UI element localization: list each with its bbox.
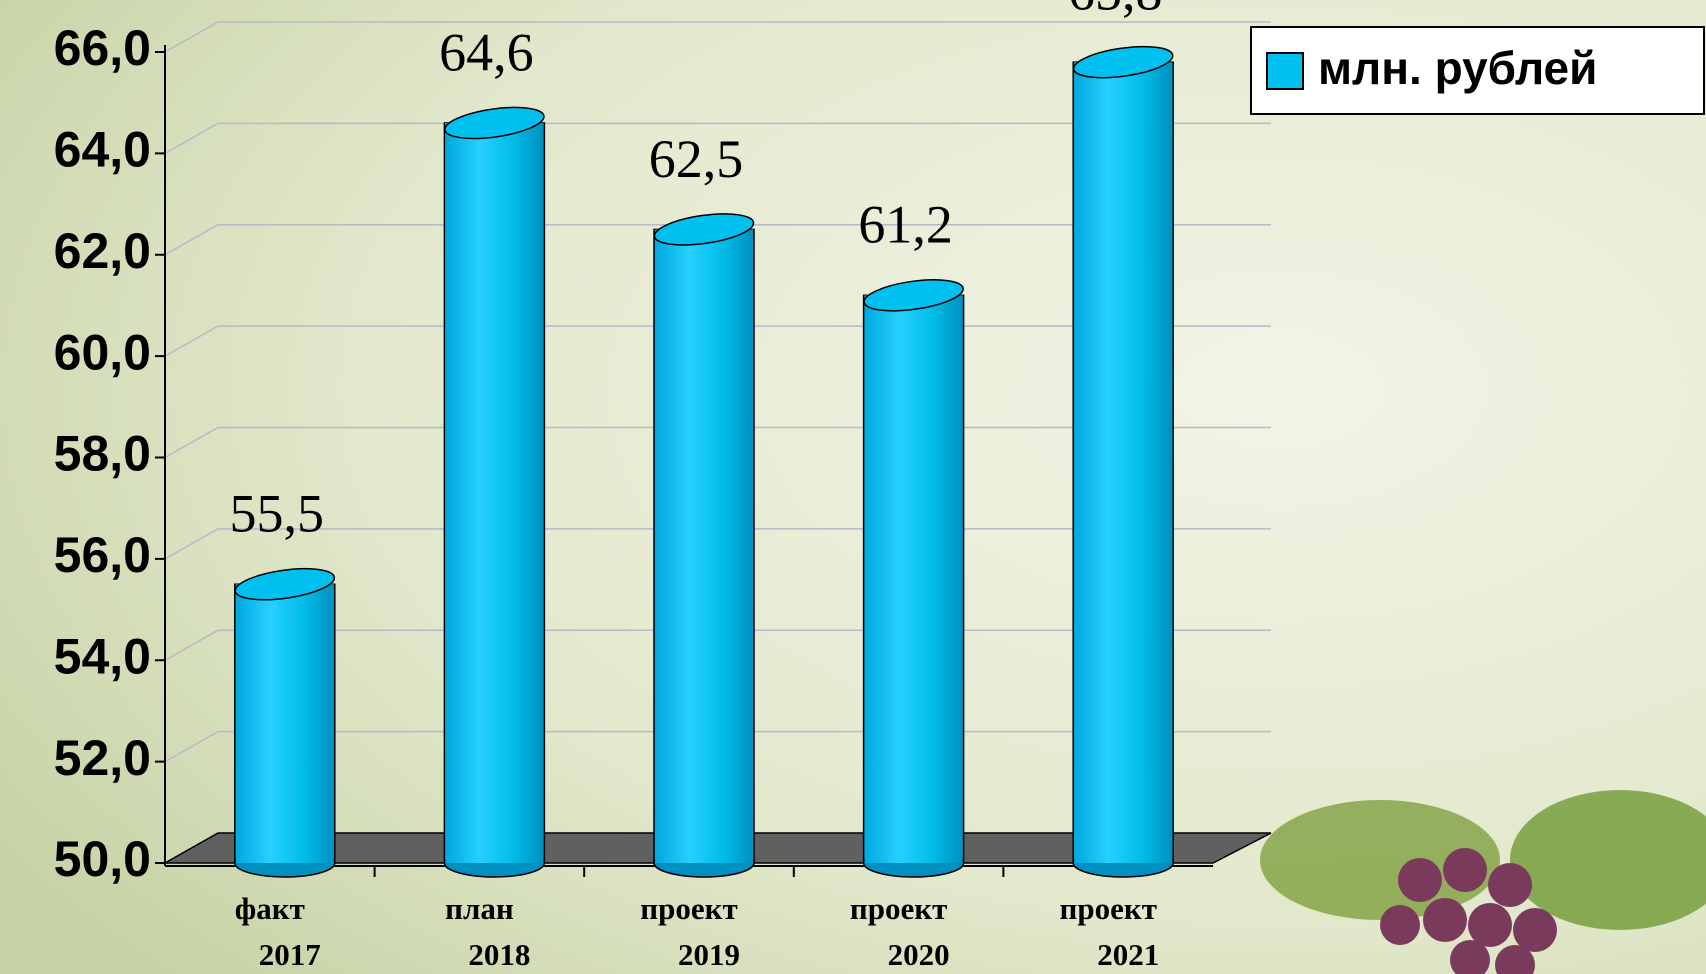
- y-tick-label: 56,0: [54, 527, 151, 583]
- legend: [1250, 26, 1705, 115]
- x-tick-label: 2017: [259, 937, 321, 972]
- bar-top: [234, 567, 336, 601]
- x-tick-label: 2019: [678, 937, 740, 972]
- x-tick-label: 2020: [888, 937, 950, 972]
- legend-swatch: [1266, 52, 1304, 90]
- y-tick-label: 66,0: [54, 20, 151, 76]
- bar-body-cover: [864, 295, 963, 863]
- bar-group: [443, 106, 546, 878]
- bar-group: [653, 213, 755, 878]
- x-tick-label: проект: [850, 891, 947, 926]
- bar-group: [862, 279, 965, 878]
- bar-body-cover: [445, 122, 544, 863]
- bar-body-cover: [1074, 62, 1173, 863]
- bar-body-cover: [655, 229, 753, 863]
- bar-body-cover: [235, 584, 334, 863]
- value-label: 64,6: [439, 22, 534, 82]
- y-tick-label: 50,0: [54, 831, 151, 887]
- value-label: 55,5: [230, 484, 325, 544]
- x-tick-label: факт: [235, 891, 305, 926]
- bar-top: [1072, 45, 1174, 79]
- x-tick-label: 2021: [1097, 937, 1159, 972]
- grapes-decoration: [1260, 790, 1706, 974]
- value-label: 61,2: [858, 195, 953, 255]
- x-tick-label: проект: [1059, 891, 1156, 926]
- grid-line: [164, 21, 1271, 53]
- bar-top: [863, 279, 964, 312]
- x-tick-label: 2018: [468, 937, 530, 972]
- bar-top: [444, 106, 545, 140]
- value-label: 65,8: [1068, 0, 1163, 22]
- x-tick-label: проект: [640, 891, 737, 926]
- grid-line: [164, 122, 1271, 155]
- y-tick-label: 54,0: [54, 628, 151, 684]
- x-tick-label: план: [445, 891, 514, 926]
- y-tick-label: 64,0: [54, 122, 151, 178]
- bar-top: [653, 213, 755, 246]
- y-tick-label: 60,0: [54, 324, 151, 380]
- y-tick-label: 52,0: [54, 730, 151, 786]
- value-label: 62,5: [649, 129, 744, 189]
- bar-group: [234, 567, 336, 878]
- y-tick-label: 58,0: [54, 426, 151, 482]
- y-tick-label: 62,0: [54, 223, 151, 279]
- legend-label: млн. рублей: [1318, 42, 1597, 94]
- grid-line: [164, 224, 1271, 256]
- bar-group: [1072, 45, 1174, 878]
